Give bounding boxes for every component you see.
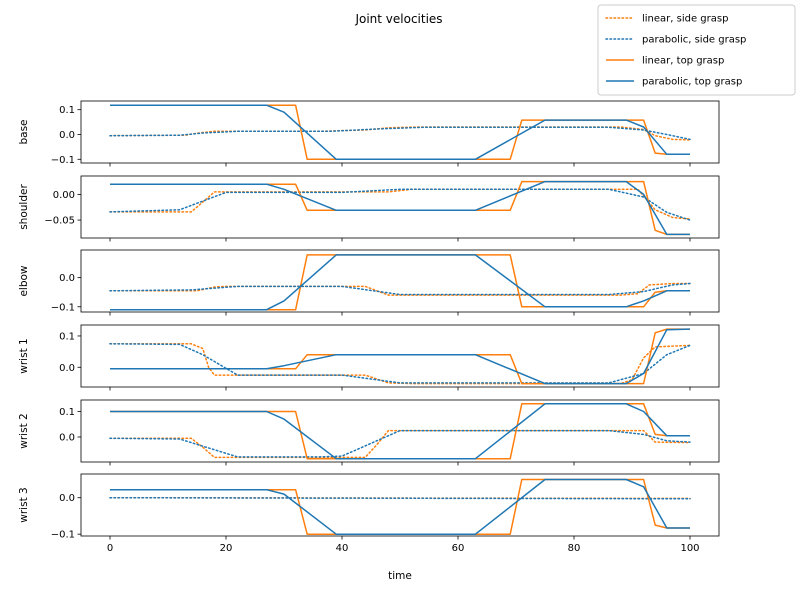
legend-label: parabolic, side grasp xyxy=(642,35,746,46)
series-line-parabolic-side-grasp xyxy=(109,282,691,296)
series-line-parabolic-top-grasp xyxy=(110,104,690,161)
y-tick-label: −0.1 xyxy=(51,530,75,541)
y-tick-label: −0.1 xyxy=(51,302,75,313)
x-tick-label: 20 xyxy=(220,543,233,554)
series-line-linear-top-grasp xyxy=(110,328,690,385)
subplot-wrist-1: 0.1 0.0 wrist 1 xyxy=(18,324,720,391)
series-line-parabolic-top-grasp xyxy=(110,328,691,385)
y-tick-label: 0.0 xyxy=(59,363,75,374)
y-tick-label: 0.1 xyxy=(59,407,75,418)
y-tick-label: 0.0 xyxy=(59,130,75,141)
legend-label: linear, side grasp xyxy=(642,14,728,25)
series-line-parabolic-side-grasp xyxy=(109,188,691,221)
series-line-linear-side-grasp xyxy=(109,343,691,385)
y-axis-label: wrist 3 xyxy=(18,487,30,522)
y-tick-label: 0.0 xyxy=(59,493,75,504)
series-line-linear-side-grasp xyxy=(109,126,691,141)
series-line-linear-top-grasp xyxy=(110,478,690,535)
series-line-parabolic-side-grasp xyxy=(109,126,691,141)
series-line-linear-top-grasp xyxy=(110,254,690,311)
y-tick-label: 0.1 xyxy=(59,105,75,116)
y-axis-label: base xyxy=(18,119,30,144)
figure-title: Joint velocities xyxy=(354,12,442,26)
series-line-parabolic-top-grasp xyxy=(110,478,690,535)
x-tick-label: 0 xyxy=(107,543,113,554)
y-axis-label: wrist 1 xyxy=(18,338,30,373)
subplot-shoulder: 0.00 −0.05 shoulder xyxy=(18,175,720,242)
axes-frame xyxy=(80,399,720,463)
subplot-grid: 0.10.0−0.1base0.00−0.05shoulder0.0−0.1el… xyxy=(18,100,720,554)
subplot-elbow: 0.0 −0.1 elbow xyxy=(18,249,720,316)
x-tick-label: 60 xyxy=(452,543,465,554)
series-line-parabolic-side-grasp xyxy=(109,429,691,458)
series-line-linear-side-grasp xyxy=(109,188,691,220)
y-tick-label: 0.0 xyxy=(59,273,75,284)
y-tick-label: 0.00 xyxy=(53,190,75,201)
axes-frame xyxy=(80,324,720,388)
x-tick-label: 80 xyxy=(568,543,581,554)
series-line-linear-top-grasp xyxy=(110,403,690,460)
series-line-parabolic-side-grasp xyxy=(109,343,691,384)
y-tick-label: −0.1 xyxy=(51,155,75,166)
y-axis-label: elbow xyxy=(18,265,30,296)
subplot-wrist-2: 0.1 0.0 wrist 2 xyxy=(18,399,720,466)
x-tick-label: 100 xyxy=(680,543,699,554)
series-line-linear-side-grasp xyxy=(109,282,691,296)
series-line-parabolic-top-grasp xyxy=(110,254,690,311)
axes-frame xyxy=(80,473,720,537)
y-tick-label: 0.1 xyxy=(59,331,75,342)
series-line-parabolic-top-grasp xyxy=(110,403,690,460)
legend-label: parabolic, top grasp xyxy=(642,77,742,88)
axes-frame xyxy=(80,175,720,239)
series-line-parabolic-side-grasp xyxy=(109,496,691,500)
axes-frame xyxy=(80,100,720,164)
subplot-base: 0.1 0.0 −0.1 base xyxy=(18,100,720,167)
y-axis-label: wrist 2 xyxy=(18,413,30,448)
series-line-linear-top-grasp xyxy=(110,104,690,161)
legend-box xyxy=(597,4,796,96)
legend: linear, side grasp parabolic, side grasp l… xyxy=(597,4,796,96)
series-line-parabolic-top-grasp xyxy=(110,180,690,236)
y-tick-label: 0.0 xyxy=(59,432,75,443)
y-axis-label: shoulder xyxy=(18,184,30,230)
axes-frame xyxy=(80,249,720,313)
x-tick-label: 40 xyxy=(336,543,349,554)
subplot-wrist-3: 0.0 −0.1 0 20 40 60 80 100 wrist 3 xyxy=(18,473,720,554)
legend-label: linear, top grasp xyxy=(642,56,724,67)
series-line-linear-top-grasp xyxy=(110,180,690,236)
y-tick-label: −0.05 xyxy=(44,216,75,227)
x-axis-label: time xyxy=(388,570,412,582)
